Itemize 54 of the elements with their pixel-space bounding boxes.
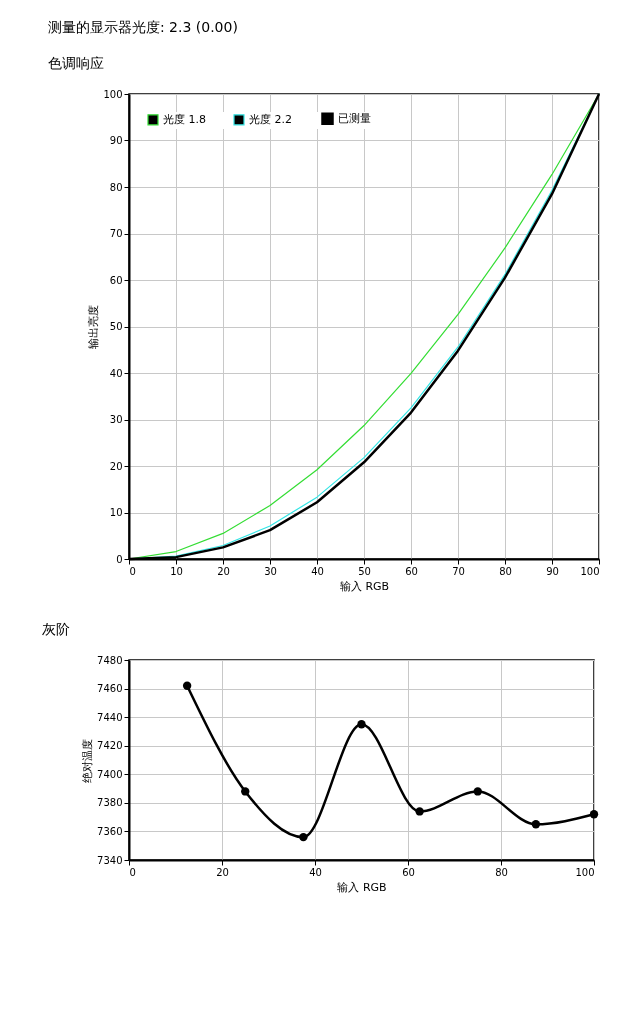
point	[415, 807, 424, 816]
x-tick-label: 100	[575, 866, 595, 878]
chart-title: 灰阶	[41, 621, 70, 637]
y-tick-label: 30	[109, 414, 123, 425]
x-tick-label: 90	[546, 565, 559, 577]
y-axis-title: 绝对温度	[81, 738, 95, 783]
x-tick-label: 100	[580, 565, 600, 577]
y-tick-label: 7480	[97, 654, 123, 666]
chart-subtitle: 色调响应	[47, 55, 104, 71]
x-tick-label: 80	[499, 565, 512, 577]
x-tick-label: 20	[216, 866, 229, 878]
y-tick-label: 50	[109, 321, 123, 332]
y-tick-label: 7460	[97, 683, 123, 695]
chart-title: 测量的显示器光度: 2.3 (0.00)	[47, 19, 238, 35]
y-tick-label: 80	[109, 181, 123, 193]
y-tick-label: 7360	[97, 825, 123, 837]
x-tick-label: 40	[311, 565, 324, 577]
x-tick-label: 80	[495, 866, 508, 878]
y-tick-label: 7440	[97, 711, 123, 723]
x-tick-label: 50	[358, 565, 371, 577]
y-tick-label: 7340	[97, 854, 123, 866]
x-tick-label: 40	[309, 866, 322, 878]
x-axis-title: 输入 RGB	[339, 579, 390, 593]
y-tick-label: 0	[116, 553, 123, 565]
x-tick-label: 20	[217, 565, 230, 577]
y-tick-label: 20	[109, 460, 123, 472]
x-tick-label: 60	[402, 866, 415, 878]
y-tick-label: 7420	[97, 740, 123, 752]
y-tick-label: 7400	[97, 768, 123, 780]
point	[531, 820, 541, 829]
point	[241, 787, 250, 796]
x-tick-label: 60	[405, 565, 418, 577]
x-tick-label: 70	[452, 565, 465, 577]
y-tick-label: 10	[109, 507, 123, 518]
point	[182, 681, 192, 690]
legend-label: 已测量	[338, 111, 371, 125]
x-tick-label: 10	[170, 565, 183, 577]
point	[357, 720, 366, 729]
y-tick-label: 70	[109, 228, 123, 239]
y-tick-label: 7380	[97, 797, 123, 809]
x-tick-label: 0	[129, 866, 136, 878]
point	[473, 787, 482, 796]
point	[589, 810, 599, 819]
x-tick-label: 0	[129, 565, 136, 577]
point	[299, 832, 308, 842]
x-axis-title: 输入 RGB	[337, 880, 387, 894]
x-tick-label: 30	[264, 565, 277, 577]
y-tick-label: 60	[109, 274, 123, 286]
y-tick-label: 40	[109, 367, 123, 379]
y-tick-label: 100	[103, 88, 123, 100]
legend-label: 光度 2.2	[249, 112, 292, 126]
legend-label: 光度 1.8	[163, 112, 206, 126]
y-axis-title: 输出亮度	[87, 305, 101, 349]
y-tick-label: 90	[109, 135, 123, 146]
